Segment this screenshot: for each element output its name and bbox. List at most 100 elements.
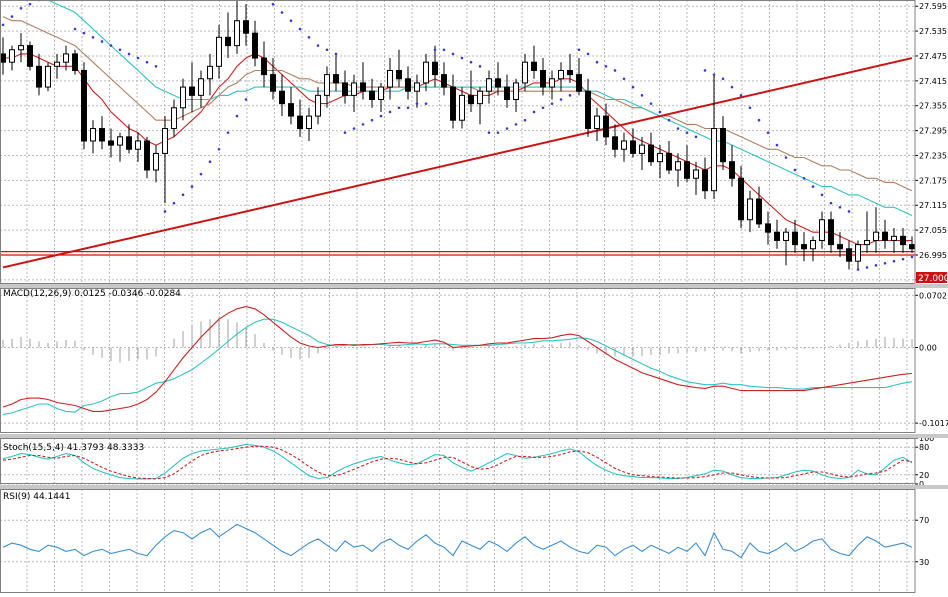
- candle-body: [846, 248, 852, 262]
- sar-dot: [622, 77, 626, 81]
- stoch-axis-tick-label: 20: [919, 471, 929, 480]
- candle-body: [279, 90, 285, 105]
- candle-body: [702, 169, 708, 192]
- sar-dot: [550, 102, 554, 105]
- candle-body: [45, 65, 51, 88]
- sar-dot: [757, 118, 761, 122]
- sar-dot: [406, 106, 410, 110]
- moving-average-line: [46, 0, 913, 217]
- candle-body: [585, 90, 591, 130]
- rsi-axis-tick-label: 30: [919, 558, 929, 567]
- sar-dot: [577, 48, 581, 52]
- sar-dot: [649, 102, 653, 105]
- sar-dot: [487, 131, 491, 134]
- sar-dot: [172, 201, 176, 205]
- candle-body: [198, 78, 204, 96]
- candle-body: [108, 140, 114, 146]
- sar-dot: [118, 48, 122, 52]
- candle-body: [117, 136, 123, 146]
- sar-dot: [397, 106, 401, 110]
- sar-dot: [226, 131, 230, 134]
- sar-dot: [334, 52, 338, 56]
- sar-dot: [73, 27, 77, 31]
- sar-dot: [820, 193, 824, 197]
- sar-dot: [802, 176, 806, 180]
- candle-body: [369, 90, 375, 101]
- sar-dot: [154, 65, 158, 68]
- candle-body: [99, 128, 105, 142]
- candle-body: [261, 57, 267, 76]
- sar-dot: [145, 60, 149, 64]
- panel-frame-rsi: [0, 489, 916, 593]
- candle-body: [621, 140, 627, 150]
- candle-body: [873, 231, 879, 241]
- sar-dot: [721, 77, 725, 81]
- candle-body: [594, 115, 600, 130]
- candle-body: [162, 128, 168, 154]
- axes-layer: 27.595 27.535 27.475 27.415 27.355 27.295 27.2…: [915, 2, 948, 567]
- sar-dot: [541, 106, 545, 110]
- candle-body: [576, 74, 582, 92]
- candle-body: [288, 103, 294, 117]
- candle-body: [189, 86, 195, 96]
- candle-body: [0, 53, 6, 63]
- trendline: [2, 57, 913, 269]
- sar-dot: [361, 123, 365, 126]
- candle-body: [36, 65, 42, 88]
- candle-body: [486, 78, 492, 92]
- sar-dot: [784, 156, 788, 159]
- sar-dot: [748, 106, 752, 110]
- macd-axis-tick-label: 0.00: [919, 343, 937, 352]
- candle-body: [225, 36, 231, 47]
- sar-dot: [388, 110, 392, 114]
- price-axis-tick-label: 27.355: [919, 102, 947, 111]
- current-price-tag: [916, 272, 947, 283]
- candle-body: [252, 32, 258, 59]
- candle-body: [855, 244, 861, 262]
- candle-body: [495, 78, 501, 88]
- sar-dot: [289, 19, 293, 23]
- sar-dot: [271, 2, 275, 6]
- sar-dot: [442, 48, 446, 52]
- candle-body: [711, 128, 717, 192]
- candle-body: [504, 86, 510, 101]
- sar-dot: [424, 102, 428, 105]
- candle-body: [819, 219, 825, 241]
- sar-dot: [496, 131, 500, 134]
- sar-dot: [1, 23, 5, 27]
- sar-dot: [829, 201, 833, 205]
- price-axis-tick-label: 27.535: [919, 27, 947, 36]
- stoch-axis-tick-label: 80: [919, 443, 929, 452]
- candle-body: [342, 82, 348, 96]
- price-axis-tick-label: 27.295: [919, 127, 947, 136]
- price-axis-tick-label: 26.995: [919, 251, 947, 260]
- sar-dot: [10, 15, 14, 18]
- sar-dot: [703, 69, 707, 72]
- sar-dot: [613, 69, 617, 72]
- candle-body: [360, 82, 366, 92]
- candle-body: [207, 65, 213, 80]
- candle-body: [153, 152, 159, 171]
- candle-body: [756, 198, 762, 225]
- sar-dot: [739, 94, 743, 97]
- candle-body: [54, 61, 60, 67]
- sar-dot: [19, 6, 23, 10]
- candle-body: [180, 86, 186, 109]
- price-axis-tick-label: 27.475: [919, 52, 947, 61]
- sar-dot: [730, 85, 734, 89]
- candle-body: [243, 20, 249, 34]
- candle-body: [882, 231, 888, 241]
- candle-body: [126, 136, 132, 150]
- candle-body: [549, 78, 555, 88]
- candle-body: [477, 90, 483, 105]
- macd-axis-tick-label: 0.0702: [919, 291, 947, 300]
- candle-body: [423, 61, 429, 84]
- candle-body: [765, 223, 771, 233]
- candle-body: [405, 78, 411, 92]
- sar-dot: [316, 44, 320, 47]
- candle-body: [171, 107, 177, 130]
- rsi-line: [2, 523, 913, 559]
- price-axis-tick-label: 27.055: [919, 226, 947, 235]
